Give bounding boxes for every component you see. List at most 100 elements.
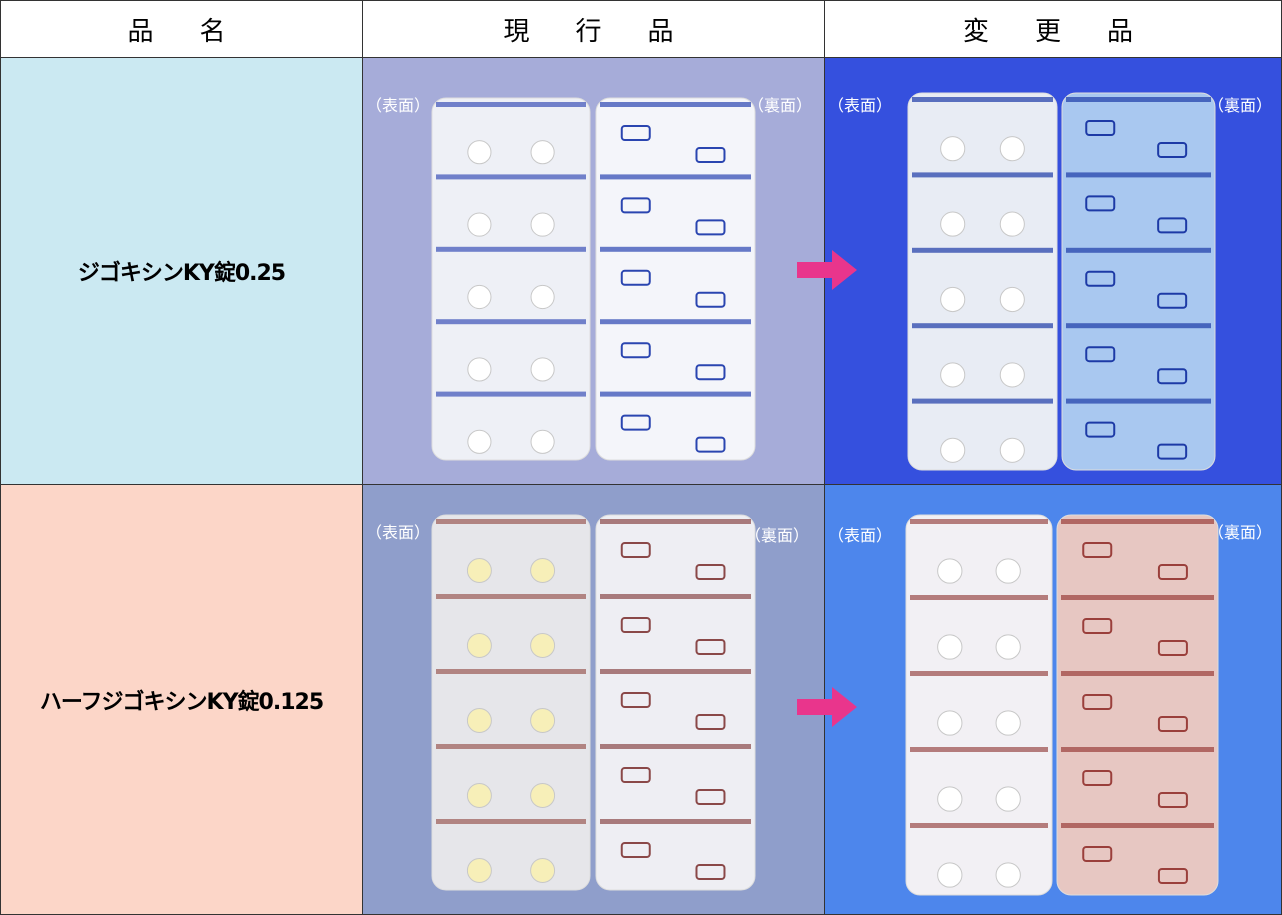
print-band bbox=[910, 595, 1048, 600]
print-mark bbox=[1157, 868, 1188, 884]
tablet bbox=[937, 862, 963, 888]
print-band bbox=[912, 172, 1053, 178]
print-mark bbox=[695, 864, 726, 880]
tablet bbox=[999, 437, 1025, 463]
tablet bbox=[940, 362, 966, 388]
print-band bbox=[910, 519, 1048, 524]
print-band bbox=[436, 669, 586, 674]
side-label: （表面） bbox=[828, 96, 893, 115]
tablet bbox=[937, 634, 963, 660]
print-band bbox=[600, 319, 751, 325]
print-band bbox=[1066, 247, 1211, 253]
tablet bbox=[937, 786, 963, 812]
print-band bbox=[436, 594, 586, 599]
print-band bbox=[1066, 172, 1211, 178]
tablet bbox=[466, 558, 492, 583]
side-label: （裏面） bbox=[745, 526, 810, 545]
print-mark bbox=[620, 414, 651, 431]
print-mark bbox=[695, 639, 726, 655]
tablet bbox=[995, 710, 1021, 736]
print-band bbox=[912, 323, 1053, 329]
print-band bbox=[1061, 595, 1214, 600]
header-cell: 品 名 bbox=[1, 1, 363, 58]
side-label: （裏面） bbox=[1208, 96, 1273, 115]
print-band bbox=[600, 246, 751, 252]
print-mark bbox=[1085, 270, 1116, 287]
tablet bbox=[530, 429, 555, 454]
print-band bbox=[436, 744, 586, 749]
print-mark bbox=[1157, 640, 1188, 656]
tablet bbox=[530, 708, 556, 733]
side-label: （表面） bbox=[828, 526, 893, 545]
print-mark bbox=[695, 219, 726, 236]
print-mark bbox=[1082, 770, 1113, 786]
print-band bbox=[1061, 671, 1214, 676]
blister-pack bbox=[431, 514, 591, 891]
print-band bbox=[1061, 747, 1214, 752]
tablet bbox=[466, 633, 492, 658]
print-band bbox=[600, 819, 751, 824]
print-band bbox=[910, 747, 1048, 752]
print-band bbox=[600, 669, 751, 674]
tablet bbox=[999, 286, 1025, 313]
print-mark bbox=[1157, 564, 1188, 580]
print-band bbox=[1066, 97, 1211, 102]
side-label: （表面） bbox=[366, 523, 431, 542]
tablet bbox=[530, 212, 555, 237]
arrow bbox=[797, 687, 857, 727]
print-mark bbox=[1157, 368, 1188, 385]
tablet bbox=[530, 633, 556, 658]
print-mark bbox=[1085, 120, 1116, 136]
print-band bbox=[600, 519, 751, 524]
print-band bbox=[600, 391, 751, 397]
tablet bbox=[937, 710, 963, 736]
print-mark bbox=[1157, 716, 1188, 732]
print-mark bbox=[620, 125, 651, 141]
print-mark bbox=[1082, 542, 1113, 558]
print-band bbox=[1066, 398, 1211, 404]
print-mark bbox=[620, 767, 651, 783]
print-mark bbox=[695, 291, 726, 308]
tablet bbox=[467, 212, 492, 237]
print-mark bbox=[1157, 142, 1188, 158]
print-band bbox=[912, 97, 1053, 102]
print-band bbox=[436, 519, 586, 524]
print-band bbox=[436, 391, 586, 397]
tablet bbox=[995, 558, 1021, 584]
tablet bbox=[466, 858, 492, 883]
tablet bbox=[995, 862, 1021, 888]
print-mark bbox=[620, 617, 651, 633]
print-mark bbox=[695, 564, 726, 580]
tablet bbox=[467, 357, 492, 382]
print-mark bbox=[620, 842, 651, 858]
print-mark bbox=[1085, 346, 1116, 363]
print-mark bbox=[1085, 195, 1116, 212]
print-mark bbox=[1082, 618, 1113, 634]
tablet bbox=[530, 140, 555, 165]
print-band bbox=[436, 246, 586, 252]
arrow bbox=[797, 250, 857, 290]
side-label: （表面） bbox=[366, 96, 431, 115]
tablet bbox=[999, 362, 1025, 388]
print-band bbox=[600, 744, 751, 749]
blister-pack bbox=[1056, 514, 1219, 896]
tablet bbox=[466, 783, 492, 808]
print-mark bbox=[695, 364, 726, 381]
print-band bbox=[436, 102, 586, 107]
print-band bbox=[910, 671, 1048, 676]
print-mark bbox=[620, 342, 651, 359]
blister-pack bbox=[431, 97, 591, 461]
print-mark bbox=[620, 269, 651, 286]
print-mark bbox=[1085, 421, 1116, 438]
print-mark bbox=[1082, 694, 1113, 710]
tablet bbox=[530, 783, 556, 808]
product-name: ジゴキシンKY錠0.25 bbox=[1, 58, 363, 485]
tablet bbox=[999, 136, 1025, 162]
print-mark bbox=[1157, 217, 1188, 234]
tablet bbox=[940, 136, 966, 162]
print-band bbox=[600, 174, 751, 180]
tablet bbox=[467, 284, 492, 310]
side-label: （裏面） bbox=[748, 96, 813, 115]
